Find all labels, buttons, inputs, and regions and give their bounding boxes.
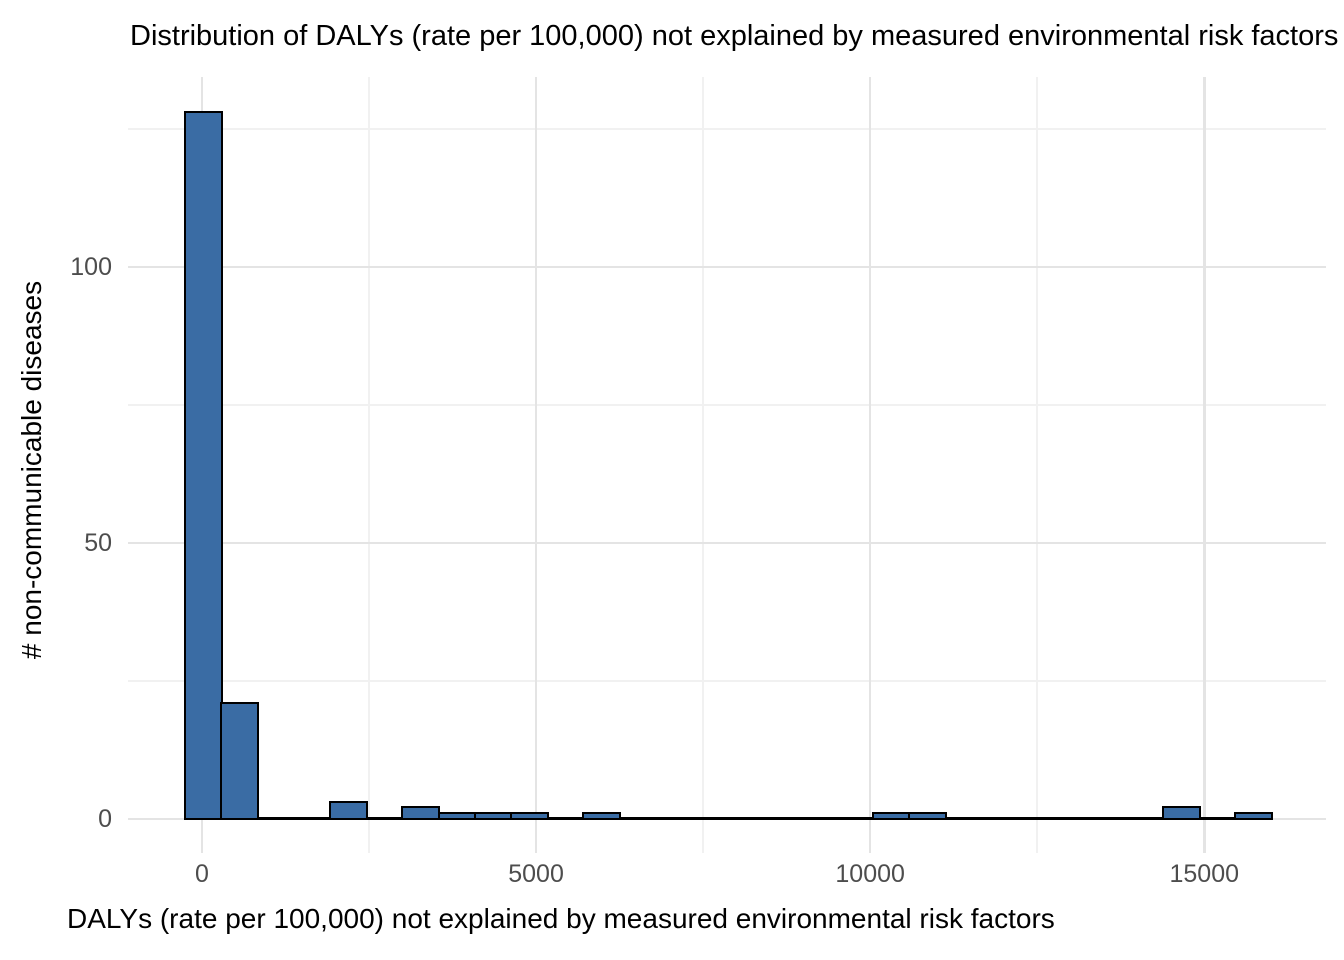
y-tick-label: 100 [70,252,112,281]
histogram-bar [220,701,259,821]
gridline-y-minor [128,128,1326,130]
x-tick-label: 0 [195,860,209,888]
x-tick-label: 5000 [508,860,564,888]
histogram-bar [582,812,622,821]
gridline-x-minor [702,77,704,853]
y-axis-title: # non-communicable diseases [16,280,47,660]
x-tick-label: 15000 [1169,860,1240,888]
gridline-x-minor [368,77,370,853]
gridline-y-minor [128,680,1326,682]
x-axis-title: DALYs (rate per 100,000) not explained b… [67,903,1055,934]
histogram-bar [437,812,477,821]
chart-title: Distribution of DALYs (rate per 100,000)… [130,20,1339,52]
histogram-bar [908,812,948,821]
gridline-y-major [128,265,1326,269]
x-tick-label: 10000 [835,860,905,888]
y-tick-label: 50 [84,528,112,557]
histogram-bar [401,806,440,821]
gridline-y-minor [128,404,1326,406]
histogram-bar [473,812,513,821]
y-tick-label: 0 [98,804,112,833]
histogram-bar [328,800,368,821]
histogram-bar [872,812,911,821]
histogram-bar [509,812,549,821]
histogram-bar [1161,806,1201,821]
gridline-x-major [1203,77,1206,853]
gridline-y-major [128,541,1326,545]
histogram-bar [1234,812,1273,821]
histogram-bar [184,111,223,821]
histogram-baseline [184,817,1273,821]
gridline-x-minor [1036,77,1038,853]
gridline-x-major [534,77,538,853]
gridline-x-major [868,77,872,853]
